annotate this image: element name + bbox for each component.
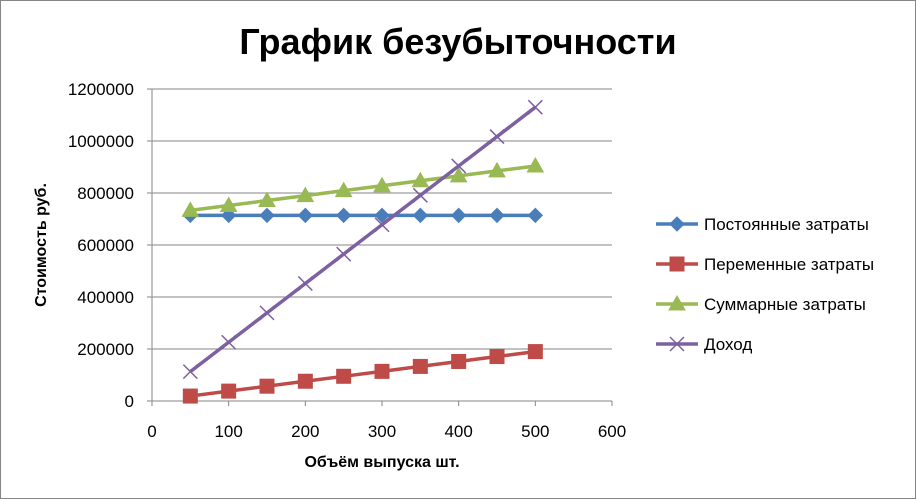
data-point [412,207,429,224]
data-point [181,201,200,217]
legend-marker [669,336,685,352]
legend-item-1: Постоянные затраты [656,215,869,234]
y-axis-title: Стоимость руб. [33,183,50,307]
legend: Постоянные затраты Переменные затраты Сумм… [656,215,874,354]
series-line [190,349,536,398]
x-tick-label: 100 [214,422,242,441]
data-point [297,275,313,292]
legend-label: Постоянные затраты [704,215,869,234]
y-tick-label: 1200000 [68,80,134,99]
x-tick-label: 200 [291,422,319,441]
data-point [527,344,543,360]
data-point [182,364,198,380]
legend-marker [668,294,686,311]
data-point [336,246,352,262]
data-point [527,99,543,115]
axes: 0 200000 400000 600000 800000 1000000 1200000 0… [68,80,626,441]
legend-label: Доход [704,335,752,354]
data-point [450,207,467,224]
x-tick-label: 0 [147,422,156,441]
y-tick-label: 400000 [77,288,134,307]
legend-marker [669,256,685,272]
data-point [219,196,238,212]
series-4 [182,99,543,380]
data-point [334,181,353,198]
x-tick-label: 300 [368,422,396,441]
data-point [412,358,428,374]
data-point [221,334,237,350]
x-tick-label: 600 [598,422,626,441]
data-point [182,388,198,404]
data-point [412,187,428,203]
data-point [259,378,275,394]
data-point [296,186,315,203]
y-tick-label: 200000 [77,340,134,359]
x-axis-title: Объём выпуска шт. [304,454,459,471]
data-point [336,368,352,384]
legend-label: Суммарные затраты [704,295,866,314]
y-tick-label: 0 [125,392,134,411]
y-tick-label: 1000000 [68,132,134,151]
legend-item-3: Суммарные затраты [656,294,866,314]
data-point [259,305,275,321]
data-point [451,353,467,369]
data-point [297,207,314,224]
data-point [451,158,467,174]
data-point [489,129,505,145]
data-point [373,176,391,193]
y-tick-label: 600000 [77,236,134,255]
data-point [374,217,390,233]
data-point [221,383,237,399]
series-3 [181,156,545,217]
data-point [374,207,390,224]
data-point [527,207,544,224]
series-line [190,164,536,213]
data-point [374,363,390,379]
x-tick-label: 500 [521,422,549,441]
series-line [189,105,537,374]
data-point [258,191,276,208]
legend-item-2: Переменные затраты [656,255,874,274]
data-point [489,349,505,365]
y-tick-label: 800000 [77,184,134,203]
data-point [449,166,468,183]
series-1 [182,207,544,224]
chart-title: График безубыточности [239,21,676,62]
data-point [488,161,506,178]
x-tick-label: 400 [444,422,472,441]
series-2 [182,344,543,404]
data-point [259,207,275,224]
legend-item-4: Доход [656,335,752,354]
data-point [297,373,313,389]
series-lines [181,99,545,404]
data-point [526,156,545,173]
data-point [411,171,430,188]
legend-label: Переменные затраты [704,255,874,274]
data-point [335,207,352,224]
legend-marker [669,216,685,232]
data-point [489,207,505,224]
